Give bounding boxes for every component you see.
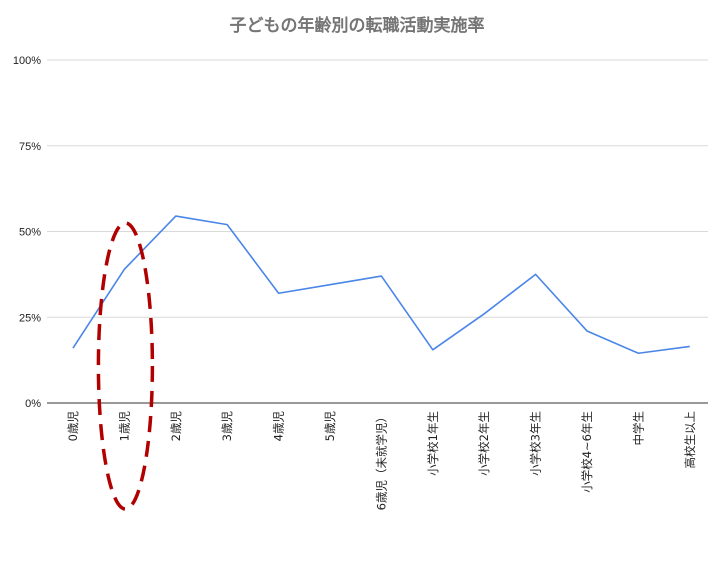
- gridlines: [47, 59, 708, 318]
- x-tick-label: 6歳児（未就学児）: [374, 411, 388, 510]
- series-line: [72, 215, 690, 355]
- x-tick-label: 5歳児: [323, 411, 337, 442]
- chart-title: 子どもの年齢別の転職活動実施率: [230, 15, 485, 36]
- y-axis-ticks: 0% 25% 50% 75% 100%: [13, 55, 41, 410]
- highlight-ellipse: [96, 221, 155, 511]
- x-tick-label: 3歳児: [220, 411, 234, 442]
- x-tick-label: 小学校3年生: [529, 411, 543, 476]
- x-tick-label: 1歳児: [117, 411, 131, 442]
- y-tick-label: 100%: [13, 55, 41, 67]
- y-tick-label: 75%: [19, 141, 41, 153]
- x-tick-label: 小学校2年生: [477, 411, 491, 476]
- x-tick-label: 小学校4~6年生: [580, 411, 594, 493]
- x-tick-label: 中学生: [631, 411, 645, 446]
- x-tick-label: 高校生以上: [683, 411, 697, 469]
- x-tick-label: 4歳児: [272, 411, 286, 442]
- x-tick-label: 2歳児: [169, 411, 183, 442]
- x-axis-ticks: 0歳児 1歳児 2歳児 3歳児 4歳児 5歳児 6歳児（未就学児） 小学校1年生 小学校2年生 小…: [66, 411, 697, 511]
- y-tick-label: 25%: [19, 312, 41, 324]
- x-tick-label: 0歳児: [66, 411, 80, 442]
- y-tick-label: 50%: [19, 227, 41, 239]
- x-tick-label: 小学校1年生: [426, 411, 440, 476]
- y-tick-label: 0%: [25, 398, 41, 410]
